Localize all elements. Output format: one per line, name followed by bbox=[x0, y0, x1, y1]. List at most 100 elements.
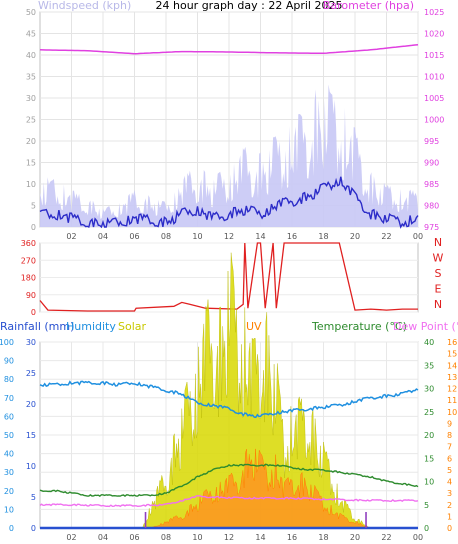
tick-label: 90 bbox=[4, 357, 14, 366]
tick-label: 7 bbox=[447, 443, 452, 452]
tick-label: 10 bbox=[192, 232, 202, 241]
tick-label: 3 bbox=[447, 489, 452, 498]
tick-label: 1 bbox=[447, 512, 452, 521]
direction-panel-grid bbox=[40, 242, 418, 313]
tick-label: 15 bbox=[26, 159, 36, 168]
conditions-line-series bbox=[39, 380, 419, 530]
tick-label: 90 bbox=[26, 291, 36, 300]
tick-label: 60 bbox=[4, 412, 14, 421]
compass-label: N bbox=[434, 236, 442, 249]
rainfall-axis-ticks: 0 5 10 15 20 25 30 bbox=[26, 338, 36, 533]
gust-area bbox=[40, 84, 418, 227]
tick-label: 14 bbox=[255, 533, 265, 542]
tick-label: 04 bbox=[98, 232, 108, 241]
tick-label: 16 bbox=[447, 338, 457, 347]
tick-label: 15 bbox=[26, 431, 36, 440]
tick-label: 20 bbox=[424, 431, 434, 440]
tick-label: 25 bbox=[26, 369, 36, 378]
tick-label: 40 bbox=[424, 338, 434, 347]
tick-label: 40 bbox=[26, 51, 36, 60]
temperature-line bbox=[39, 463, 419, 497]
tick-label: 35 bbox=[26, 73, 36, 82]
tick-label: 02 bbox=[66, 232, 76, 241]
tick-label: 70 bbox=[4, 394, 14, 403]
tick-label: 16 bbox=[287, 533, 297, 542]
compass-label: W bbox=[433, 252, 444, 265]
tick-label: 360 bbox=[21, 239, 36, 248]
legend-temperature: Temperature (°C) bbox=[311, 320, 407, 333]
tick-label: 0 bbox=[424, 524, 429, 533]
compass-label: E bbox=[435, 283, 442, 296]
tick-label: 990 bbox=[424, 159, 439, 168]
windspeed-line bbox=[39, 176, 419, 229]
tick-label: 20 bbox=[350, 232, 360, 241]
legend-humidity: Humidity bbox=[66, 320, 116, 333]
legend-rainfall: Rainfall (mm) bbox=[0, 320, 74, 333]
tick-label: 30 bbox=[424, 385, 434, 394]
tick-label: 270 bbox=[21, 256, 36, 265]
tick-label: 0 bbox=[447, 524, 452, 533]
tick-label: 5 bbox=[31, 493, 36, 502]
humidity-axis-ticks: 0 10 20 30 40 50 60 70 80 90 100 bbox=[0, 338, 14, 533]
tick-label: 10 bbox=[424, 478, 434, 487]
tick-label: 25 bbox=[424, 408, 434, 417]
windspeed-series bbox=[39, 176, 419, 229]
tick-label: 12 bbox=[224, 533, 234, 542]
wind-direction-series bbox=[39, 242, 418, 312]
tick-label: 8 bbox=[447, 431, 452, 440]
tick-label: 15 bbox=[424, 454, 434, 463]
tick-label: 50 bbox=[26, 8, 36, 17]
tick-label: 5 bbox=[424, 501, 429, 510]
tick-label: 1000 bbox=[424, 116, 444, 125]
tick-label: 1025 bbox=[424, 8, 444, 17]
barometer-axis-label: Barometer (hpa) bbox=[323, 0, 414, 12]
tick-label: 25 bbox=[26, 116, 36, 125]
tick-label: 4 bbox=[447, 478, 452, 487]
tick-label: 02 bbox=[66, 533, 76, 542]
tick-label: 04 bbox=[98, 533, 108, 542]
tick-label: 0 bbox=[31, 223, 36, 232]
tick-label: 5 bbox=[31, 202, 36, 211]
tick-label: 13 bbox=[447, 373, 457, 382]
tick-label: 6 bbox=[447, 454, 452, 463]
windspeed-axis-label: Windspeed (kph) bbox=[38, 0, 131, 12]
chart-title: 24 hour graph day : 22 April 2025 bbox=[156, 0, 343, 12]
direction-degree-ticks: 360 270 180 90 0 bbox=[21, 239, 36, 317]
tick-label: 16 bbox=[287, 232, 297, 241]
humidity-line bbox=[39, 380, 419, 419]
tick-label: 10 bbox=[26, 462, 36, 471]
compass-label: N bbox=[434, 298, 442, 311]
tick-label: 14 bbox=[255, 232, 265, 241]
tick-label: 1015 bbox=[424, 51, 444, 60]
tick-label: 80 bbox=[4, 375, 14, 384]
tick-label: 10 bbox=[4, 505, 14, 514]
wind-gust-series bbox=[40, 84, 418, 227]
barometer-series bbox=[39, 43, 419, 55]
tick-label: 20 bbox=[4, 487, 14, 496]
wind-panel-x-ticks: 02 04 06 08 10 12 14 16 18 20 22 00 bbox=[66, 232, 423, 241]
tick-label: 980 bbox=[424, 202, 439, 211]
tick-label: 20 bbox=[350, 533, 360, 542]
tick-label: 30 bbox=[26, 94, 36, 103]
tick-label: 00 bbox=[413, 232, 423, 241]
tick-label: 0 bbox=[31, 308, 36, 317]
barometer-line bbox=[39, 43, 419, 55]
tick-label: 30 bbox=[4, 468, 14, 477]
tick-label: 10 bbox=[192, 533, 202, 542]
tick-label: 1005 bbox=[424, 94, 444, 103]
temperature-axis-ticks: 0 5 10 15 20 25 30 35 40 bbox=[424, 338, 434, 533]
tick-label: 15 bbox=[447, 350, 457, 359]
tick-label: 2 bbox=[447, 501, 452, 510]
tick-label: 0 bbox=[9, 524, 14, 533]
wind-direction-line bbox=[39, 242, 418, 312]
conditions-panel-x-ticks: 02 04 06 08 10 12 14 16 18 20 22 00 bbox=[66, 533, 423, 542]
tick-label: 18 bbox=[318, 232, 328, 241]
tick-label: 12 bbox=[224, 232, 234, 241]
tick-label: 0 bbox=[31, 524, 36, 533]
tick-label: 100 bbox=[0, 338, 14, 347]
tick-label: 40 bbox=[4, 450, 14, 459]
